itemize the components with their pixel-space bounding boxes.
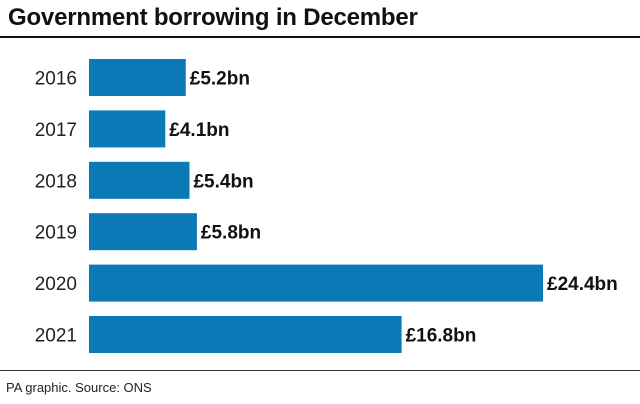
- category-label-2017: 2017: [35, 120, 77, 141]
- category-label-2018: 2018: [35, 171, 77, 192]
- value-label-2018: £5.4bn: [193, 171, 253, 192]
- value-label-2021: £16.8bn: [406, 326, 477, 347]
- category-label-2021: 2021: [35, 326, 77, 347]
- category-label-2016: 2016: [35, 69, 77, 90]
- category-label-2020: 2020: [35, 274, 77, 295]
- chart-title: Government borrowing in December: [8, 4, 418, 31]
- bar-2020: [89, 264, 543, 302]
- value-label-2020: £24.4bn: [547, 274, 618, 295]
- bar-2018: [89, 161, 190, 199]
- category-label-2019: 2019: [35, 223, 77, 244]
- bar-2017: [89, 110, 166, 148]
- bar-2019: [89, 213, 197, 251]
- bar-2016: [89, 59, 186, 96]
- bar-2021: [89, 316, 402, 353]
- bar-chart: 2016 £5.2bn 2017 £4.1bn 2018 £5.4bn 2019 £5.8bn…: [35, 59, 618, 353]
- value-label-2019: £5.8bn: [201, 223, 261, 244]
- footer-divider: [0, 370, 640, 371]
- source-note: PA graphic. Source: ONS: [6, 380, 152, 395]
- title-divider: [0, 36, 640, 38]
- value-label-2017: £4.1bn: [169, 120, 229, 141]
- value-label-2016: £5.2bn: [190, 69, 250, 90]
